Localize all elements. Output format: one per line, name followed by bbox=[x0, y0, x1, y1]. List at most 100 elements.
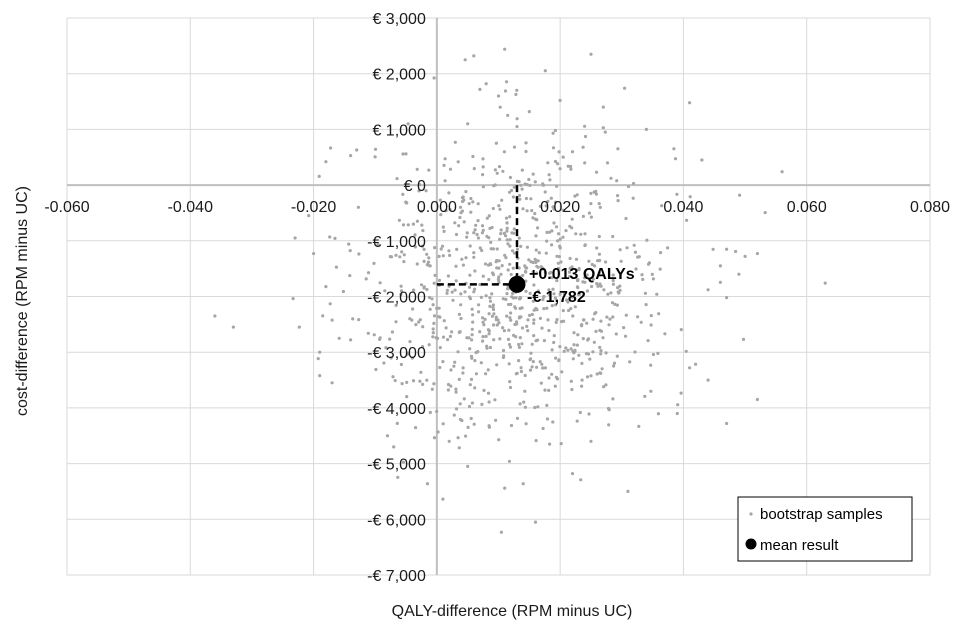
bootstrap-point bbox=[481, 173, 485, 177]
bootstrap-point bbox=[482, 323, 486, 327]
mean-marker-group bbox=[436, 185, 526, 293]
bootstrap-point bbox=[431, 335, 435, 339]
bootstrap-point bbox=[472, 231, 476, 235]
bootstrap-point bbox=[509, 302, 513, 306]
bootstrap-point bbox=[438, 346, 442, 350]
bootstrap-point bbox=[469, 416, 473, 421]
bootstrap-point bbox=[402, 260, 406, 264]
bootstrap-point bbox=[432, 314, 437, 318]
bootstrap-point bbox=[458, 205, 463, 209]
bootstrap-point bbox=[471, 320, 475, 324]
bootstrap-point bbox=[482, 388, 486, 392]
bootstrap-point bbox=[505, 314, 509, 318]
bootstrap-point bbox=[491, 303, 495, 307]
bootstrap-point bbox=[427, 295, 432, 300]
bootstrap-point bbox=[548, 442, 552, 446]
bootstrap-point bbox=[372, 333, 376, 337]
bootstrap-point bbox=[428, 307, 432, 311]
bootstrap-point bbox=[725, 296, 729, 300]
bootstrap-point bbox=[600, 367, 604, 371]
bootstrap-point bbox=[426, 263, 430, 267]
mean-qaly-annotation: +0.013 QALYs bbox=[529, 266, 635, 283]
bootstrap-point bbox=[597, 271, 602, 275]
bootstrap-point bbox=[430, 387, 434, 391]
bootstrap-point bbox=[718, 264, 723, 268]
bootstrap-point bbox=[508, 175, 512, 180]
bootstrap-point bbox=[616, 194, 620, 198]
bootstrap-point bbox=[498, 337, 502, 341]
bootstrap-point bbox=[601, 336, 605, 340]
bootstrap-point bbox=[508, 385, 513, 390]
bootstrap-point bbox=[447, 249, 451, 253]
bootstrap-point bbox=[590, 262, 594, 267]
bootstrap-point bbox=[604, 260, 608, 264]
bootstrap-point bbox=[483, 317, 487, 321]
bootstrap-point bbox=[468, 273, 472, 277]
bootstrap-point bbox=[478, 283, 482, 287]
bootstrap-point bbox=[551, 205, 555, 209]
bootstrap-point bbox=[487, 312, 491, 316]
bootstrap-point bbox=[497, 279, 501, 283]
bootstrap-point bbox=[384, 346, 388, 350]
bootstrap-point bbox=[457, 312, 461, 316]
bootstrap-point bbox=[569, 164, 573, 169]
legend: bootstrap samples mean result bbox=[737, 496, 913, 562]
bootstrap-point bbox=[503, 89, 508, 93]
bootstrap-point bbox=[613, 302, 617, 306]
bootstrap-point bbox=[427, 256, 431, 260]
bootstrap-point bbox=[570, 150, 575, 154]
bootstrap-point bbox=[418, 379, 422, 383]
bootstrap-point bbox=[543, 69, 547, 73]
bootstrap-point bbox=[657, 312, 661, 316]
bootstrap-point bbox=[571, 357, 575, 361]
bootstrap-point bbox=[503, 486, 507, 490]
bootstrap-point bbox=[401, 192, 405, 196]
bootstrap-point bbox=[432, 321, 436, 325]
bootstrap-point bbox=[487, 425, 491, 429]
bootstrap-point bbox=[502, 354, 506, 358]
bootstrap-point bbox=[520, 168, 524, 172]
bootstrap-point bbox=[452, 364, 456, 368]
bootstrap-point bbox=[501, 297, 505, 301]
bootstrap-point bbox=[437, 278, 442, 282]
bootstrap-point bbox=[556, 261, 560, 265]
bootstrap-point bbox=[542, 307, 546, 311]
bootstrap-point bbox=[476, 219, 480, 223]
bootstrap-point bbox=[592, 190, 596, 194]
bootstrap-point bbox=[509, 272, 513, 277]
bootstrap-point bbox=[480, 231, 484, 235]
bootstrap-point bbox=[430, 297, 434, 301]
bootstrap-point bbox=[411, 307, 415, 311]
bootstrap-point bbox=[487, 277, 491, 282]
bootstrap-point bbox=[520, 326, 525, 330]
bootstrap-point bbox=[405, 395, 409, 399]
bootstrap-point bbox=[511, 296, 516, 300]
bootstrap-point bbox=[378, 337, 382, 341]
bootstrap-point bbox=[566, 348, 570, 352]
bootstrap-point bbox=[488, 345, 492, 350]
bootstrap-point bbox=[545, 403, 549, 407]
bootstrap-point bbox=[349, 154, 353, 158]
bootstrap-point bbox=[616, 147, 620, 151]
bootstrap-point bbox=[490, 314, 494, 318]
bootstrap-point bbox=[291, 297, 295, 301]
bootstrap-point bbox=[419, 209, 423, 213]
bootstrap-point bbox=[524, 289, 528, 293]
bootstrap-point bbox=[634, 267, 638, 271]
bootstrap-point bbox=[509, 318, 513, 322]
bootstrap-point bbox=[395, 421, 399, 425]
bootstrap-point bbox=[595, 372, 599, 376]
bootstrap-point bbox=[550, 243, 554, 247]
bootstrap-point bbox=[497, 321, 501, 325]
bootstrap-point bbox=[509, 423, 514, 428]
bootstrap-point bbox=[615, 354, 619, 358]
bootstrap-point bbox=[569, 379, 573, 383]
bootstrap-point bbox=[645, 238, 649, 242]
bootstrap-point bbox=[561, 155, 565, 159]
bootstrap-point bbox=[558, 345, 562, 349]
bootstrap-point bbox=[533, 257, 537, 261]
bootstrap-point bbox=[554, 303, 558, 307]
bootstrap-point bbox=[469, 196, 473, 201]
bootstrap-point bbox=[505, 238, 509, 242]
bootstrap-point bbox=[515, 88, 519, 92]
